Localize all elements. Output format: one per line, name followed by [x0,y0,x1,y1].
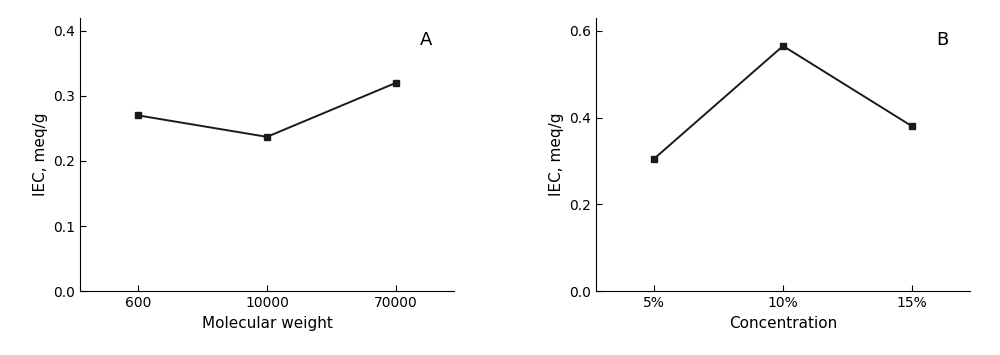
Text: A: A [420,32,433,49]
Y-axis label: IEC, meq/g: IEC, meq/g [549,113,564,196]
Y-axis label: IEC, meq/g: IEC, meq/g [33,113,48,196]
X-axis label: Molecular weight: Molecular weight [202,316,332,331]
X-axis label: Concentration: Concentration [729,316,837,331]
Text: B: B [936,32,949,49]
